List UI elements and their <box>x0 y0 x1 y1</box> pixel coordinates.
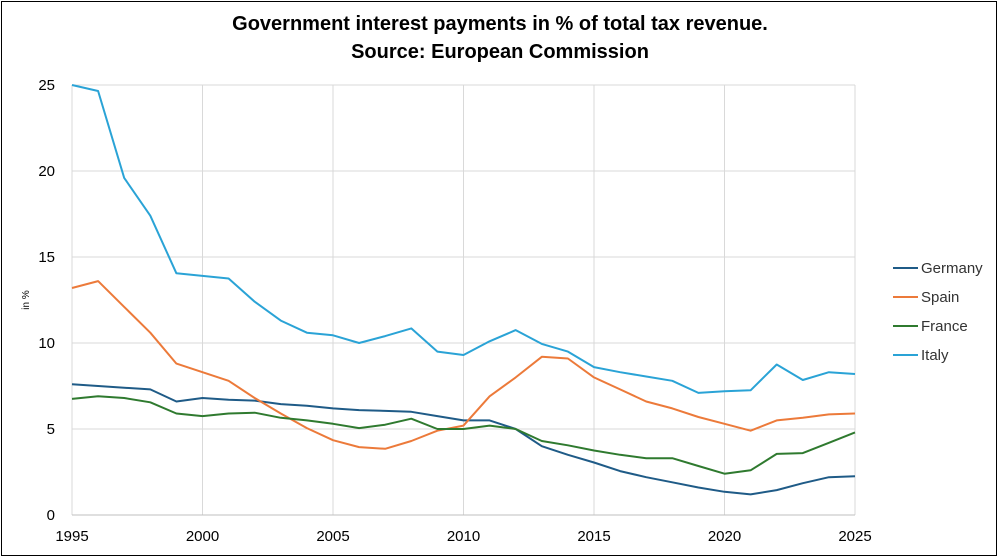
legend: Germany Spain France Italy <box>893 260 983 364</box>
series-line-spain <box>71 280 856 450</box>
x-tick-label: 2015 <box>577 528 610 545</box>
legend-label-germany: Germany <box>921 260 983 277</box>
x-tick-label: 2010 <box>447 528 480 545</box>
series-line-germany <box>71 383 856 496</box>
y-tick-label: 0 <box>47 507 55 524</box>
chart-subtitle: Source: European Commission <box>351 41 649 63</box>
x-tick-label: 2000 <box>186 528 219 545</box>
chart-title: Government interest payments in % of tot… <box>232 13 768 35</box>
series-line-france <box>71 395 856 475</box>
x-tick-label: 1995 <box>55 528 88 545</box>
y-tick-label: 25 <box>38 77 55 94</box>
x-tick-label: 2005 <box>316 528 349 545</box>
legend-label-italy: Italy <box>921 347 949 364</box>
x-tick-label: 2020 <box>708 528 741 545</box>
legend-label-spain: Spain <box>921 289 959 306</box>
series-lines <box>71 84 856 496</box>
x-tick-label: 2025 <box>838 528 871 545</box>
legend-label-france: France <box>921 318 968 335</box>
y-tick-label: 5 <box>47 421 55 438</box>
grid-lines <box>71 84 856 515</box>
y-tick-label: 10 <box>38 335 55 352</box>
series-line-italy <box>71 84 856 394</box>
y-tick-label: 20 <box>38 163 55 180</box>
y-tick-label: 15 <box>38 249 55 266</box>
y-axis-label: in % <box>21 290 32 310</box>
